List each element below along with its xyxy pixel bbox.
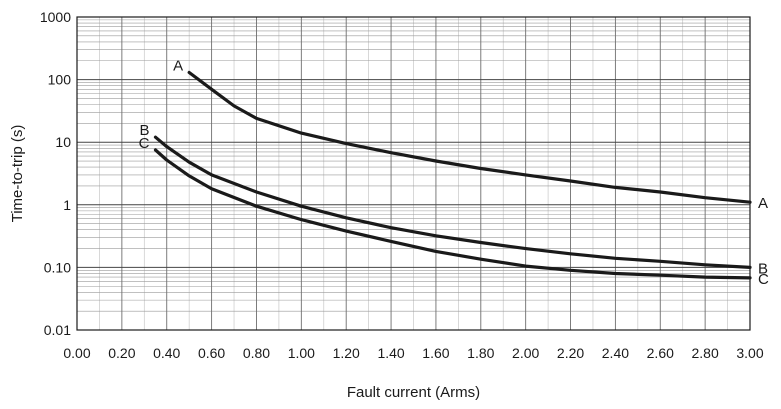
- curve-b-line: [153, 135, 752, 269]
- curve-c-start-label: C: [139, 135, 150, 152]
- x-tick-label: 2.60: [647, 345, 674, 361]
- curve-b-start-label: B: [140, 122, 150, 139]
- y-tick-label: 1: [63, 197, 71, 213]
- x-tick-label: 1.00: [288, 345, 315, 361]
- curve-a-end-label: A: [758, 195, 768, 212]
- y-tick-label: 10: [55, 134, 71, 150]
- x-tick-label: 1.40: [377, 345, 404, 361]
- x-tick-label: 1.20: [333, 345, 360, 361]
- y-tick-label: 100: [48, 72, 72, 88]
- x-tick-label: 2.40: [602, 345, 629, 361]
- curve-b-end-label: B: [758, 260, 768, 277]
- x-tick-label: 2.80: [692, 345, 719, 361]
- x-tick-label: 0.60: [198, 345, 225, 361]
- curve-a-start-label: A: [173, 57, 183, 74]
- x-tick-label: 1.60: [422, 345, 449, 361]
- y-axis-title: Time-to-trip (s): [9, 125, 26, 223]
- plot-area-frame: [76, 16, 751, 331]
- y-tick-label: 1000: [40, 9, 71, 25]
- series-layer: [153, 70, 752, 280]
- x-axis-title: Fault current (Arms): [347, 384, 480, 401]
- y-tick-label: 0.01: [44, 322, 71, 338]
- x-tick-label: 0.80: [243, 345, 270, 361]
- curve-a-line: [187, 70, 752, 204]
- x-tick-label: 0.00: [63, 345, 90, 361]
- y-axis-tick-labels: 0.01 0.10 1 10 100 1000: [40, 9, 71, 338]
- x-tick-label: 3.00: [736, 345, 763, 361]
- x-tick-label: 0.20: [108, 345, 135, 361]
- y-tick-label: 0.10: [44, 259, 71, 275]
- x-tick-label: 2.00: [512, 345, 539, 361]
- x-tick-label: 1.80: [467, 345, 494, 361]
- curve-c-line: [153, 148, 752, 280]
- minor-gridlines: [77, 17, 750, 330]
- x-tick-label: 0.40: [153, 345, 180, 361]
- x-axis-tick-labels: 0.00 0.20 0.40 0.60 0.80 1.00 1.20 1.40 1.60 1.80…: [63, 345, 763, 361]
- x-tick-label: 2.20: [557, 345, 584, 361]
- curve-c-end-label: C: [758, 271, 769, 288]
